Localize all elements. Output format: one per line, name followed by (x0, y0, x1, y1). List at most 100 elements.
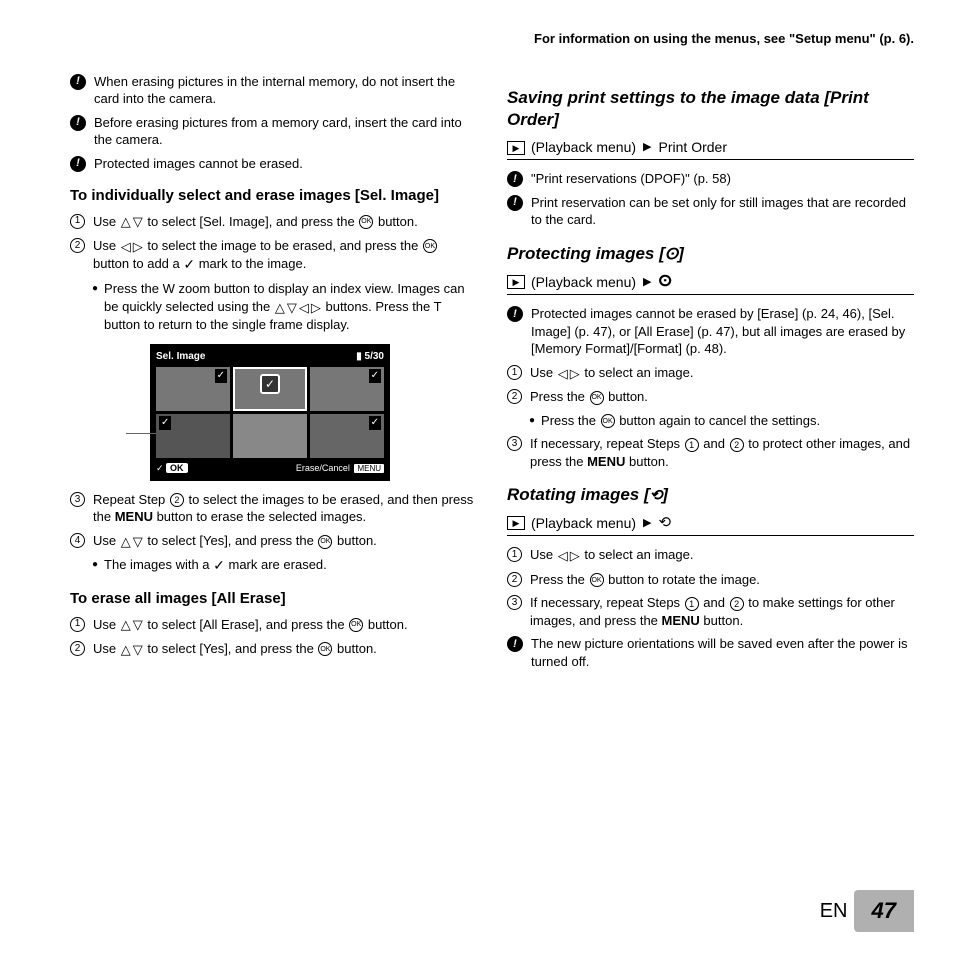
step-ref-icon: 1 (685, 597, 699, 611)
step-text: Use △▽ to select [Sel. Image], and press… (93, 213, 418, 231)
nav-arrow-icon: ▶ (643, 140, 651, 155)
caution-icon: ! (507, 195, 523, 211)
left-column: ! When erasing pictures in the internal … (70, 73, 477, 677)
caution-icon: ! (507, 306, 523, 322)
warning-item: ! The new picture orientations will be s… (507, 635, 914, 670)
step-item: 2 Use ◁▷ to select the image to be erase… (70, 237, 477, 274)
step-number-icon: 2 (70, 641, 85, 656)
step-ref-icon: 2 (730, 597, 744, 611)
up-arrow-icon: △ (121, 641, 131, 659)
lcd-counter: ▮ 5/30 (356, 350, 384, 364)
bullet-icon: ● (92, 282, 98, 333)
step-text: If necessary, repeat Steps 1 and 2 to pr… (530, 435, 914, 470)
right-column: Saving print settings to the image data … (507, 73, 914, 677)
lcd-erase-hint: Erase/Cancel MENU (296, 462, 384, 475)
step-number-icon: 3 (507, 595, 522, 610)
caution-icon: ! (70, 156, 86, 172)
warning-item: ! Protected images cannot be erased by [… (507, 305, 914, 358)
step-item: 1 Use ◁▷ to select an image. (507, 364, 914, 382)
step-number-icon: 1 (507, 547, 522, 562)
protect-icon: ⵙ (665, 246, 678, 263)
right-arrow-icon: ▷ (311, 299, 321, 317)
down-arrow-icon: ▽ (287, 299, 297, 317)
step-number-icon: 2 (507, 572, 522, 587)
warning-text: Before erasing pictures from a memory ca… (94, 114, 477, 149)
step-text: Repeat Step 2 to select the images to be… (93, 491, 477, 526)
step-text: Use ◁▷ to select an image. (530, 546, 693, 564)
ok-button-icon: OK (349, 618, 363, 632)
step-number-icon: 2 (507, 389, 522, 404)
nav-path: (Playback menu) ▶ (507, 513, 914, 536)
warning-item: ! Print reservation can be set only for … (507, 194, 914, 229)
warning-item: ! "Print reservations (DPOF)" (p. 58) (507, 170, 914, 188)
caution-icon: ! (507, 636, 523, 652)
up-arrow-icon: △ (121, 616, 131, 634)
lcd-thumb (233, 414, 307, 458)
nav-path: (Playback menu) ▶ ⵙ (507, 272, 914, 295)
lcd-title: Sel. Image (156, 350, 205, 364)
bullet-icon: ● (529, 414, 535, 430)
down-arrow-icon: ▽ (133, 641, 143, 659)
section-heading-italic: Rotating images [] (507, 484, 914, 507)
caution-icon: ! (70, 115, 86, 131)
warning-item: ! When erasing pictures in the internal … (70, 73, 477, 108)
step-number-icon: 2 (70, 238, 85, 253)
step-text: Use △▽ to select [All Erase], and press … (93, 616, 408, 634)
nav-arrow-icon: ▶ (643, 275, 651, 290)
rotate-icon (650, 485, 663, 504)
step-number-icon: 1 (70, 214, 85, 229)
checkmark-icon: ✓ (183, 255, 195, 274)
lcd-thumb: ✓ (310, 367, 384, 411)
nav-arrow-icon: ▶ (643, 516, 651, 531)
ok-button-icon: OK (590, 573, 604, 587)
footer-page-number: 47 (854, 890, 914, 932)
warning-text: Protected images cannot be erased. (94, 155, 303, 173)
warning-item: ! Before erasing pictures from a memory … (70, 114, 477, 149)
step-item: 4 Use △▽ to select [Yes], and press the … (70, 532, 477, 550)
left-arrow-icon: ◁ (558, 365, 568, 383)
ok-button-icon: OK (318, 642, 332, 656)
sub-bullet: ● Press the OK button again to cancel th… (529, 412, 914, 430)
warning-item: ! Protected images cannot be erased. (70, 155, 477, 173)
down-arrow-icon: ▽ (133, 213, 143, 231)
step-ref-icon: 1 (685, 438, 699, 452)
step-item: 2 Use △▽ to select [Yes], and press the … (70, 640, 477, 658)
playback-icon (507, 275, 525, 289)
step-item: 1 Use ◁▷ to select an image. (507, 546, 914, 564)
step-number-icon: 1 (507, 365, 522, 380)
section-heading: To individually select and erase images … (70, 186, 477, 206)
nav-path: (Playback menu) ▶ Print Order (507, 138, 914, 160)
section-heading-italic: Protecting images [ⵙ] (507, 243, 914, 266)
lcd-thumb: ✓ (310, 414, 384, 458)
step-ref-icon: 2 (170, 493, 184, 507)
left-arrow-icon: ◁ (121, 238, 131, 256)
caution-icon: ! (507, 171, 523, 187)
sub-bullet: ● The images with a ✓ mark are erased. (92, 556, 477, 575)
down-arrow-icon: ▽ (133, 616, 143, 634)
right-arrow-icon: ▷ (133, 238, 143, 256)
up-arrow-icon: △ (121, 213, 131, 231)
warning-text: When erasing pictures in the internal me… (94, 73, 477, 108)
step-text: Use ◁▷ to select an image. (530, 364, 693, 382)
warning-text: "Print reservations (DPOF)" (p. 58) (531, 170, 731, 188)
caution-icon: ! (70, 74, 86, 90)
playback-icon (507, 141, 525, 155)
checkmark-icon: ✓ (84, 424, 96, 443)
ok-button-icon: OK (590, 391, 604, 405)
right-arrow-icon: ▷ (570, 365, 580, 383)
step-item: 3 If necessary, repeat Steps 1 and 2 to … (507, 594, 914, 629)
step-item: 1 Use △▽ to select [All Erase], and pres… (70, 616, 477, 634)
left-arrow-icon: ◁ (558, 547, 568, 565)
lcd-thumb: ✓ (156, 367, 230, 411)
protect-icon: ⵙ (659, 272, 672, 292)
sub-bullet: ● Press the W zoom button to display an … (92, 280, 477, 333)
ok-button-icon: OK (423, 239, 437, 253)
step-text: Press the OK button. (530, 388, 648, 406)
lcd-preview: ✓ mark Sel. Image ▮ 5/30 ✓ ✓ ✓ ✓ ✓ (150, 344, 390, 481)
step-text: Use △▽ to select [Yes], and press the OK… (93, 640, 377, 658)
rotate-icon (659, 513, 672, 533)
warning-text: Print reservation can be set only for st… (531, 194, 914, 229)
up-arrow-icon: △ (275, 299, 285, 317)
page-header: For information on using the menus, see … (70, 30, 914, 48)
playback-icon (507, 516, 525, 530)
